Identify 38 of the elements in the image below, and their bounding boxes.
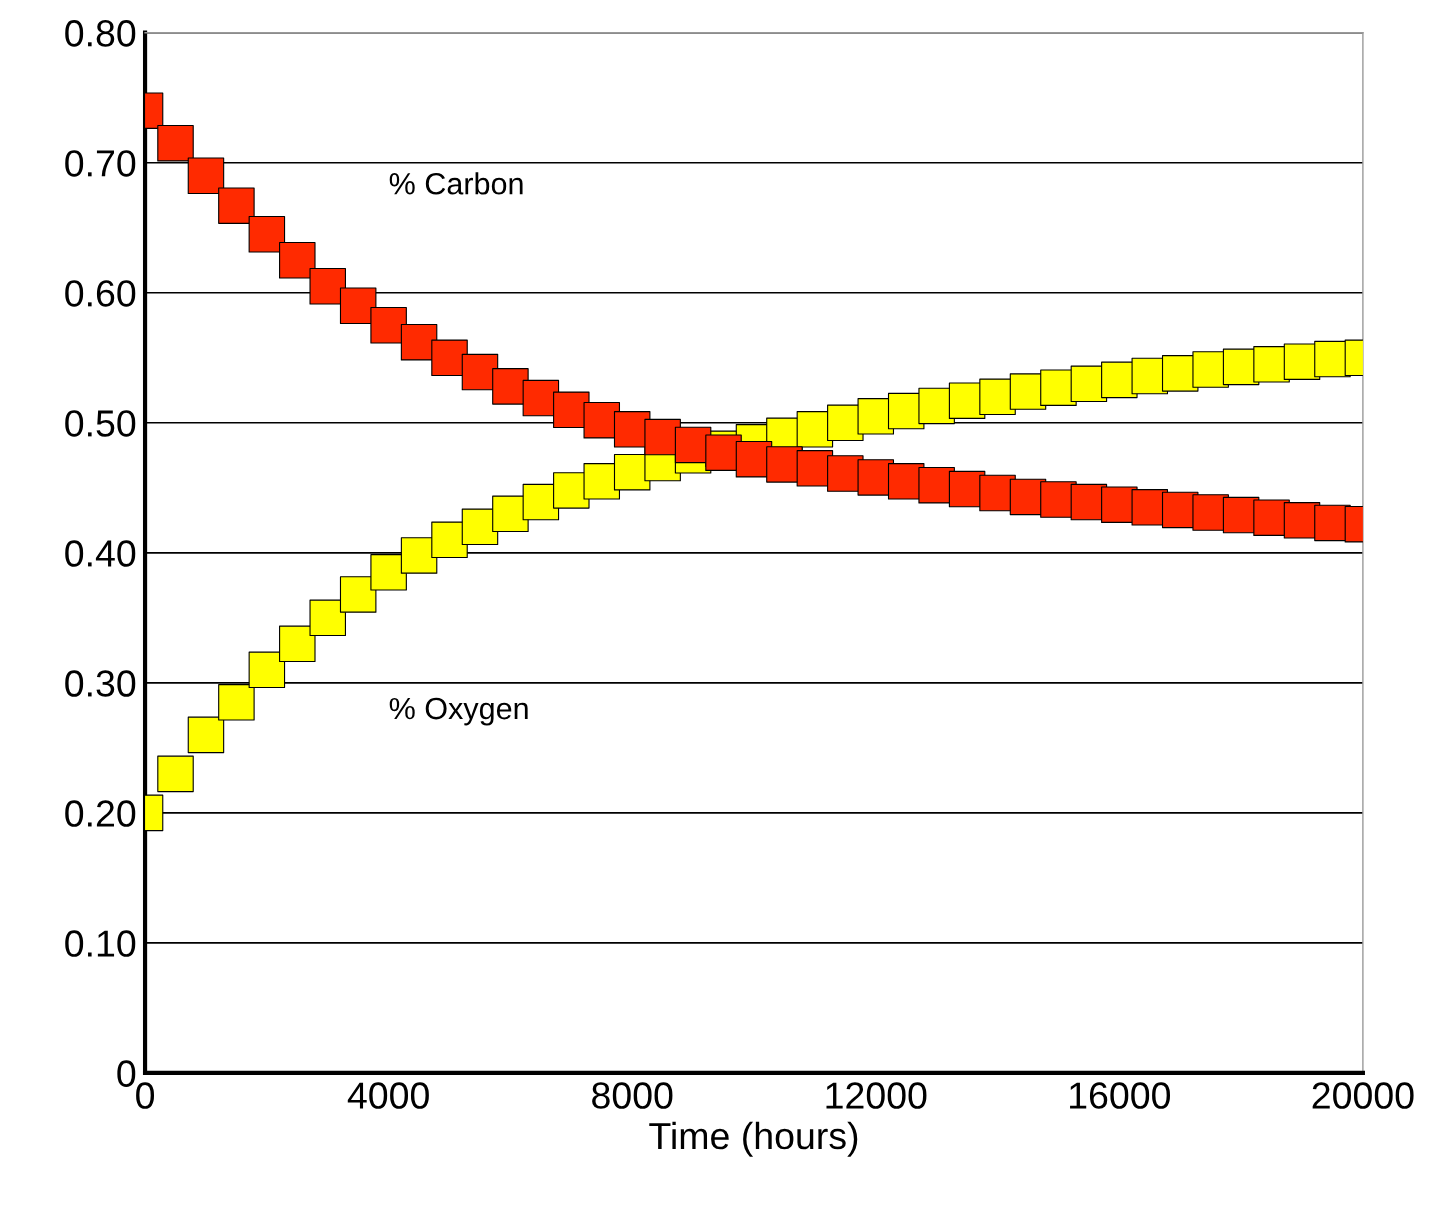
- point: [187, 157, 225, 194]
- point: [492, 368, 529, 405]
- point: [339, 576, 377, 613]
- point: [339, 287, 377, 325]
- text: % Carbon: [389, 172, 523, 195]
- x-tick-label: 16000: [1070, 1082, 1171, 1109]
- point: [157, 755, 194, 793]
- y-tick-label: 0.70: [65, 150, 136, 177]
- y-tick-label: 0.30: [65, 670, 136, 697]
- x-tick-label: 12000: [826, 1082, 927, 1109]
- point: [431, 521, 468, 559]
- point: [279, 625, 316, 663]
- point: [309, 599, 346, 637]
- y-tick-label: 0.40: [65, 540, 136, 567]
- point: [187, 716, 225, 754]
- point: [370, 307, 407, 344]
- point: [279, 241, 316, 279]
- x-tick-label: 0: [136, 1082, 155, 1109]
- point: [218, 684, 255, 721]
- y-tick-label: 0.20: [65, 800, 136, 827]
- point: [248, 215, 286, 253]
- y-tick-label: 0.50: [65, 410, 136, 437]
- y-tick-label: 0.80: [65, 20, 136, 47]
- point: [370, 554, 407, 591]
- y-tick-label: 0.10: [65, 930, 136, 957]
- x-tick-label: 20000: [1312, 1082, 1414, 1109]
- x-tick-label: 4000: [347, 1082, 429, 1109]
- text: % Oxygen: [389, 697, 528, 726]
- y-tick-label: 0: [117, 1060, 136, 1087]
- point: [400, 537, 438, 574]
- point: [431, 339, 468, 377]
- point: [309, 267, 346, 305]
- point: [157, 124, 194, 162]
- point: [248, 651, 286, 689]
- y-tick-label: 0.60: [65, 280, 136, 307]
- x-axis-title: Time (hours): [649, 1121, 858, 1157]
- point: [218, 187, 255, 224]
- x-tick-label: 8000: [592, 1082, 673, 1109]
